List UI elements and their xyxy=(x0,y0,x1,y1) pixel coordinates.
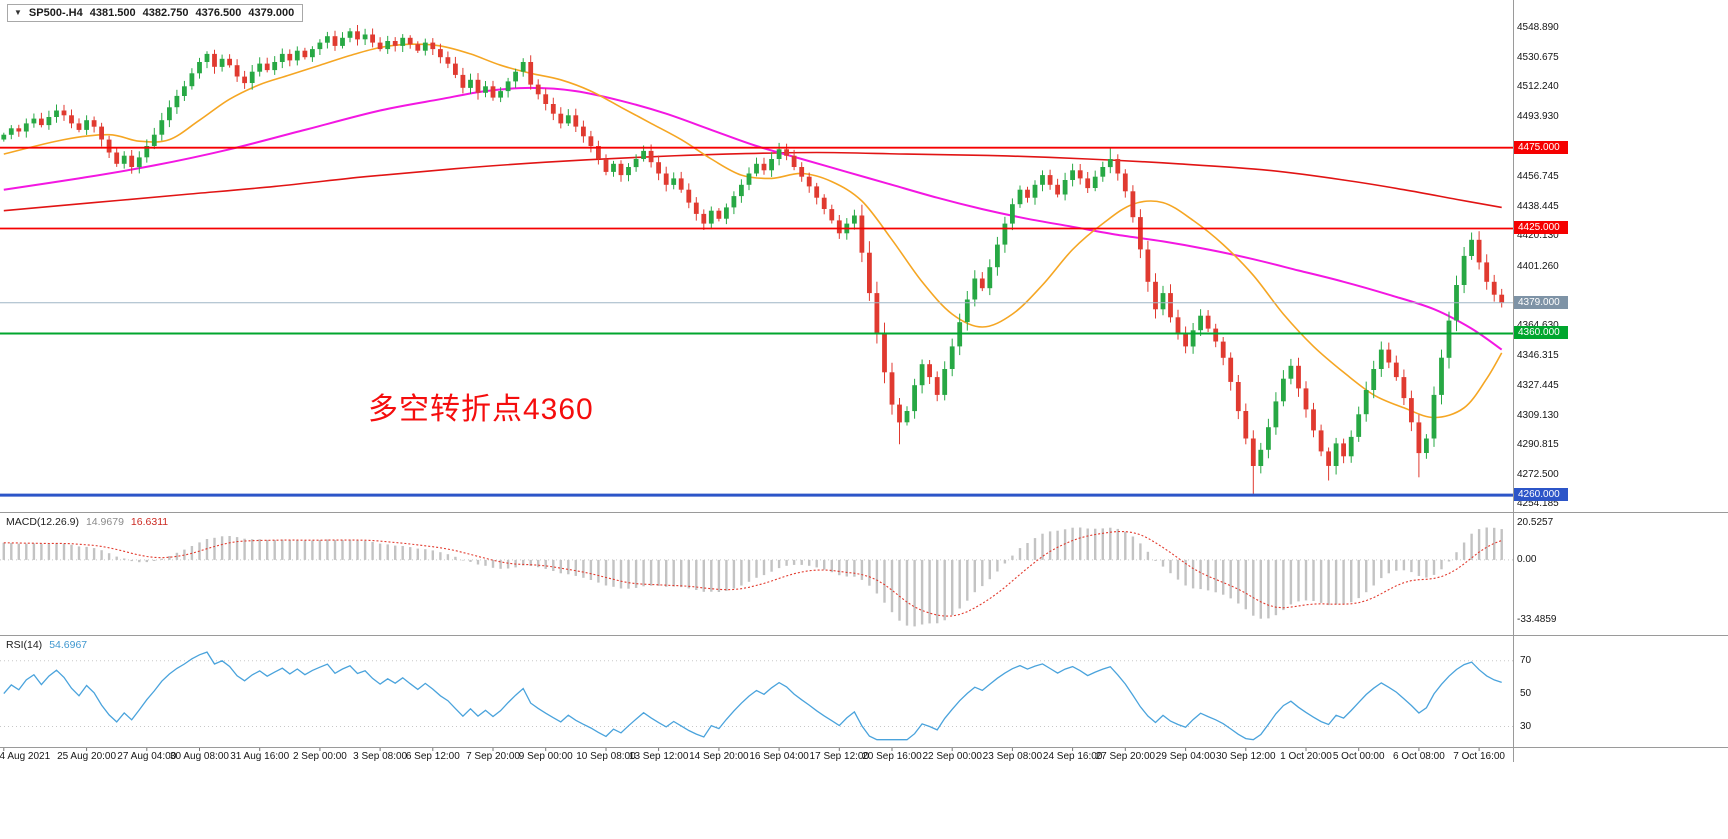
chart-annotation-text: 多空转折点4360 xyxy=(368,393,594,426)
symbol-quote-box[interactable]: ▼ SP500-.H4 4381.500 4382.750 4376.500 4… xyxy=(7,4,304,22)
rsi-panel-divider[interactable] xyxy=(0,635,1728,636)
hlines-layer xyxy=(0,146,1513,497)
quote-high: 4382.750 xyxy=(142,7,189,19)
ma-line-slowest-red xyxy=(3,151,1502,212)
symbol-timeframe-label: SP500-.H4 xyxy=(28,7,83,19)
rsi-line xyxy=(3,651,1502,741)
quote-close: 4379.000 xyxy=(248,7,295,19)
macd-main-value: 14.9679 xyxy=(85,516,124,528)
rsi-value: 54.6967 xyxy=(49,639,88,651)
macd-name: MACD(12.26.9) xyxy=(6,516,79,528)
time-axis-line xyxy=(0,747,1728,748)
ma-line-fast-orange xyxy=(3,43,1503,419)
quote-open: 4381.500 xyxy=(89,7,136,19)
rsi-name: RSI(14) xyxy=(6,639,43,651)
ma-line-slow-magenta xyxy=(3,86,1503,351)
price-axis-separator xyxy=(1513,0,1514,762)
ma-lines-layer xyxy=(3,43,1503,419)
macd-indicator-label: MACD(12.26.9) 14.9679 16.6311 xyxy=(6,516,168,528)
macd-signal-value: 16.6311 xyxy=(130,516,169,528)
quote-low: 4376.500 xyxy=(195,7,242,19)
macd-signal-line xyxy=(3,530,1502,617)
rsi-indicator-label: RSI(14) 54.6967 xyxy=(6,639,87,651)
candles-layer xyxy=(1,25,1505,495)
macd-panel-divider[interactable] xyxy=(0,512,1728,513)
macd-histogram xyxy=(2,527,1503,627)
rsi-level-lines xyxy=(0,660,1513,727)
one-click-trading-toggle-icon[interactable]: ▼ xyxy=(14,8,22,17)
